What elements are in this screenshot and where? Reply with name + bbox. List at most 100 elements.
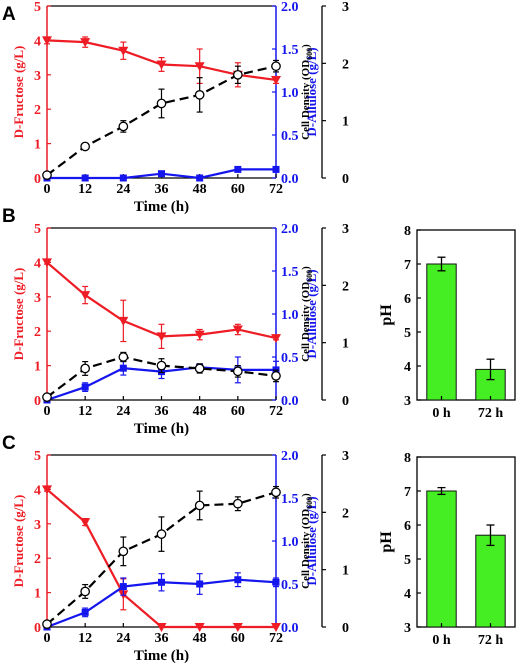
allulose-tick-label: 0.5 xyxy=(281,351,299,366)
fructose-point xyxy=(156,332,167,342)
density-point xyxy=(156,360,167,371)
x-tick-label: 36 xyxy=(155,631,169,646)
fructose-point xyxy=(271,623,281,632)
allulose-axis-title: D-Allulose (g/L) xyxy=(304,496,319,585)
x-tick-label: 60 xyxy=(231,404,245,419)
density-tick-label: 0 xyxy=(342,394,349,409)
density-point xyxy=(42,392,52,402)
allulose-point xyxy=(81,383,89,391)
ph-category-label: 0 h xyxy=(432,633,451,648)
allulose-point xyxy=(234,576,242,584)
ph-bar xyxy=(426,490,457,628)
allulose-tick-label: 1.5 xyxy=(281,265,299,280)
x-tick-label: 12 xyxy=(78,631,92,646)
x-tick-label: 0 xyxy=(44,631,51,646)
fructose-axis-title: D-Fructose (g/L) xyxy=(11,46,26,139)
fructose-tick-label: 4 xyxy=(34,483,41,498)
density-axis-title: Cell Density (OD600) xyxy=(300,493,314,589)
x-tick-label: 36 xyxy=(155,404,169,419)
density-axis-title-end: ) xyxy=(300,44,312,48)
density-point xyxy=(80,363,91,374)
allulose-tick-label: 0.0 xyxy=(281,621,299,636)
density-tick-label: 2 xyxy=(342,57,349,72)
fructose-point xyxy=(156,623,167,632)
fructose-tick-label: 1 xyxy=(34,587,41,602)
density-point xyxy=(194,500,205,511)
density-axis-title-subscript: 600 xyxy=(305,270,314,282)
allulose-point xyxy=(158,578,165,586)
density-point xyxy=(271,487,281,498)
ph-y-tick-label: 8 xyxy=(404,451,411,466)
density-point xyxy=(118,121,129,132)
fructose-point xyxy=(118,316,129,326)
density-point xyxy=(271,371,281,381)
panel-letter-c: C xyxy=(2,433,16,454)
allulose-point xyxy=(81,608,89,616)
allulose-tick-label: 1.0 xyxy=(281,308,299,323)
x-tick-label: 24 xyxy=(116,182,130,197)
ph-plot-frame xyxy=(416,229,516,401)
density-series-line xyxy=(46,491,277,625)
density-axis-title-subscript: 600 xyxy=(305,497,314,509)
allulose-point xyxy=(119,174,127,182)
density-axis-title: Cell Density (OD600) xyxy=(300,44,314,140)
ph-bar xyxy=(475,534,506,628)
ph-y-tick-label: 4 xyxy=(404,360,411,375)
density-tick-label: 1 xyxy=(342,564,349,579)
x-tick-label: 72 xyxy=(269,404,283,419)
x-axis-title: Time (h) xyxy=(134,199,189,215)
fructose-tick-label: 3 xyxy=(34,518,41,533)
fructose-tick-label: 0 xyxy=(34,172,41,187)
density-point xyxy=(271,61,281,72)
x-tick-label: 48 xyxy=(193,631,207,646)
fructose-point xyxy=(118,46,129,56)
density-point xyxy=(156,98,167,109)
fructose-tick-label: 4 xyxy=(34,34,41,49)
density-point xyxy=(42,170,52,180)
allulose-tick-label: 0.0 xyxy=(281,172,299,187)
fructose-point xyxy=(42,258,52,268)
density-axis-title-main: Cell Density (OD xyxy=(300,509,312,589)
ph-y-tick-label: 8 xyxy=(404,224,411,239)
fructose-point xyxy=(232,325,243,335)
allulose-point xyxy=(119,583,127,591)
x-tick-label: 12 xyxy=(78,404,92,419)
fructose-axis-title: D-Fructose (g/L) xyxy=(11,268,26,361)
density-point xyxy=(232,498,243,509)
allulose-tick-label: 1.0 xyxy=(281,535,299,550)
ph-y-tick-label: 6 xyxy=(404,519,411,534)
ph-y-tick-label: 7 xyxy=(404,485,411,500)
allulose-point xyxy=(119,364,127,372)
ph-y-tick-label: 3 xyxy=(404,621,411,636)
density-tick-label: 0 xyxy=(342,172,349,187)
x-axis-title: Time (h) xyxy=(134,648,189,664)
fructose-point xyxy=(80,518,91,528)
fructose-point xyxy=(194,623,205,632)
fructose-tick-label: 1 xyxy=(34,360,41,375)
density-axis-title-end: ) xyxy=(300,493,312,497)
x-tick-label: 24 xyxy=(116,631,130,646)
density-tick-label: 2 xyxy=(342,279,349,294)
ph-y-tick-label: 4 xyxy=(404,587,411,602)
density-tick-label: 1 xyxy=(342,337,349,352)
density-axis-title-subscript: 600 xyxy=(305,48,314,60)
x-tick-label: 0 xyxy=(44,182,51,197)
x-tick-label: 12 xyxy=(78,182,92,197)
panel-letter-a: A xyxy=(2,4,16,25)
ph-y-tick-label: 6 xyxy=(404,292,411,307)
fructose-point xyxy=(194,330,205,340)
density-axis-title-main: Cell Density (OD xyxy=(300,60,312,140)
density-tick-label: 3 xyxy=(342,222,349,237)
allulose-axis-title: D-Allulose (g/L) xyxy=(304,47,319,136)
fructose-tick-label: 2 xyxy=(34,552,41,567)
allulose-tick-label: 2.0 xyxy=(281,222,299,237)
fructose-point xyxy=(156,60,167,70)
density-point xyxy=(156,529,167,539)
fructose-tick-label: 5 xyxy=(34,222,41,237)
ph-plot-frame xyxy=(416,456,516,628)
